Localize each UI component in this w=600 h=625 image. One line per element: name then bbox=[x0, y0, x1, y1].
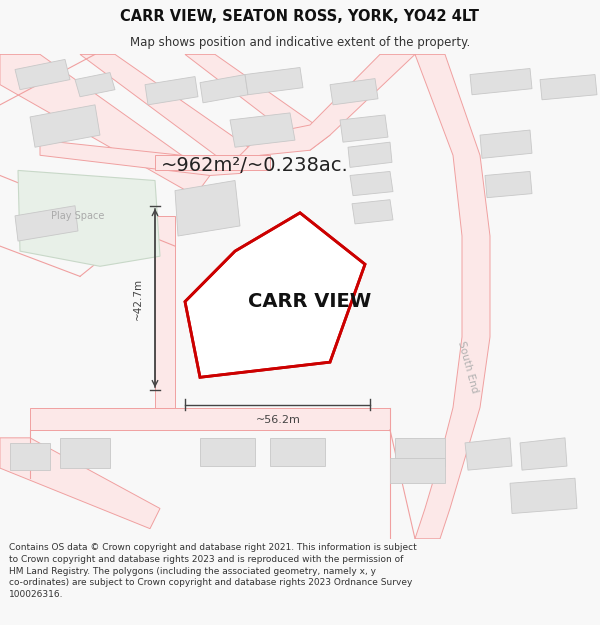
Polygon shape bbox=[40, 54, 415, 176]
Text: Contains OS data © Crown copyright and database right 2021. This information is : Contains OS data © Crown copyright and d… bbox=[9, 543, 417, 599]
Polygon shape bbox=[200, 438, 255, 466]
Polygon shape bbox=[30, 105, 100, 148]
Polygon shape bbox=[348, 142, 392, 168]
Polygon shape bbox=[340, 115, 388, 142]
Polygon shape bbox=[465, 438, 512, 470]
Polygon shape bbox=[245, 68, 303, 95]
Polygon shape bbox=[330, 79, 378, 105]
Polygon shape bbox=[60, 438, 110, 468]
Polygon shape bbox=[395, 438, 445, 466]
Polygon shape bbox=[155, 216, 175, 408]
Text: Play Space: Play Space bbox=[52, 211, 104, 221]
Text: CARR VIEW, SEATON ROSS, YORK, YO42 4LT: CARR VIEW, SEATON ROSS, YORK, YO42 4LT bbox=[121, 9, 479, 24]
Polygon shape bbox=[30, 408, 390, 430]
Polygon shape bbox=[520, 438, 567, 470]
Polygon shape bbox=[155, 155, 270, 171]
Polygon shape bbox=[350, 171, 393, 196]
Polygon shape bbox=[80, 54, 260, 174]
Polygon shape bbox=[415, 54, 490, 539]
Text: Map shows position and indicative extent of the property.: Map shows position and indicative extent… bbox=[130, 36, 470, 49]
Polygon shape bbox=[10, 443, 50, 470]
Polygon shape bbox=[0, 54, 210, 196]
Polygon shape bbox=[15, 206, 78, 241]
Text: ~42.7m: ~42.7m bbox=[133, 278, 143, 319]
Text: South End: South End bbox=[456, 340, 480, 394]
Polygon shape bbox=[18, 171, 160, 266]
Polygon shape bbox=[185, 54, 330, 150]
Polygon shape bbox=[510, 478, 577, 514]
Polygon shape bbox=[540, 74, 597, 100]
Polygon shape bbox=[0, 438, 160, 529]
Polygon shape bbox=[15, 59, 70, 90]
Polygon shape bbox=[75, 72, 115, 97]
Polygon shape bbox=[485, 171, 532, 198]
Polygon shape bbox=[200, 74, 248, 102]
Polygon shape bbox=[390, 458, 445, 483]
Polygon shape bbox=[230, 113, 295, 148]
Polygon shape bbox=[145, 77, 198, 105]
Polygon shape bbox=[352, 200, 393, 224]
Polygon shape bbox=[480, 130, 532, 158]
Polygon shape bbox=[470, 69, 532, 95]
Polygon shape bbox=[185, 213, 365, 378]
Polygon shape bbox=[175, 181, 240, 236]
Polygon shape bbox=[270, 438, 325, 466]
Text: ~962m²/~0.238ac.: ~962m²/~0.238ac. bbox=[161, 156, 349, 175]
Text: ~56.2m: ~56.2m bbox=[256, 414, 301, 424]
Text: CARR VIEW: CARR VIEW bbox=[248, 292, 371, 311]
